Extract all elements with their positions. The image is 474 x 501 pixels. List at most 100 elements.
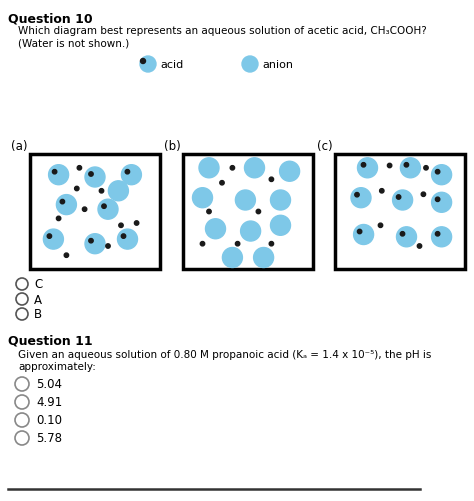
- Circle shape: [118, 229, 137, 249]
- Text: (c): (c): [318, 140, 333, 153]
- Text: Question 10: Question 10: [8, 12, 92, 25]
- Circle shape: [357, 158, 377, 178]
- Circle shape: [56, 195, 76, 215]
- Circle shape: [401, 158, 420, 178]
- Text: 4.91: 4.91: [36, 396, 62, 409]
- Circle shape: [361, 163, 366, 168]
- Circle shape: [82, 207, 87, 212]
- Circle shape: [436, 232, 440, 236]
- Circle shape: [432, 193, 452, 213]
- Text: anion: anion: [262, 60, 293, 70]
- Circle shape: [380, 189, 384, 193]
- Circle shape: [417, 244, 422, 248]
- Text: (b): (b): [164, 140, 181, 153]
- Circle shape: [121, 165, 141, 185]
- Bar: [30, 155, 160, 270]
- Circle shape: [125, 170, 129, 174]
- Circle shape: [85, 234, 105, 254]
- Circle shape: [15, 377, 29, 391]
- Circle shape: [77, 166, 82, 171]
- Circle shape: [245, 158, 264, 178]
- Circle shape: [436, 198, 440, 202]
- Circle shape: [121, 234, 126, 239]
- Circle shape: [222, 248, 242, 268]
- Circle shape: [256, 210, 261, 214]
- Circle shape: [392, 190, 412, 210]
- Circle shape: [241, 221, 261, 241]
- Circle shape: [49, 165, 69, 185]
- Circle shape: [56, 217, 61, 221]
- Circle shape: [99, 189, 104, 193]
- Bar: [335, 155, 465, 270]
- Circle shape: [74, 187, 79, 191]
- Circle shape: [421, 193, 426, 197]
- Circle shape: [357, 230, 362, 234]
- Text: B: B: [34, 308, 42, 321]
- Circle shape: [89, 172, 93, 177]
- Circle shape: [199, 158, 219, 178]
- Circle shape: [401, 232, 405, 236]
- Circle shape: [44, 229, 64, 249]
- Circle shape: [436, 170, 440, 174]
- Circle shape: [119, 223, 123, 228]
- Circle shape: [271, 216, 291, 236]
- Circle shape: [140, 60, 146, 64]
- Text: 5.78: 5.78: [36, 432, 62, 444]
- Circle shape: [280, 162, 300, 182]
- Text: C: C: [34, 278, 42, 291]
- Circle shape: [206, 219, 226, 239]
- Circle shape: [135, 221, 139, 226]
- Text: approximately:: approximately:: [18, 361, 96, 371]
- Circle shape: [396, 227, 417, 247]
- Text: Which diagram best represents an aqueous solution of acetic acid, CH₃COOH?: Which diagram best represents an aqueous…: [18, 26, 427, 36]
- Circle shape: [16, 279, 28, 291]
- Circle shape: [355, 193, 359, 197]
- Text: A: A: [34, 293, 42, 306]
- Circle shape: [15, 395, 29, 409]
- Circle shape: [89, 239, 93, 243]
- Circle shape: [432, 165, 452, 185]
- Text: (Water is not shown.): (Water is not shown.): [18, 38, 129, 48]
- Circle shape: [53, 170, 57, 174]
- Circle shape: [109, 181, 128, 201]
- Circle shape: [64, 254, 69, 258]
- Circle shape: [242, 57, 258, 73]
- Circle shape: [271, 190, 291, 210]
- Circle shape: [236, 242, 240, 246]
- Circle shape: [351, 188, 371, 208]
- Circle shape: [85, 168, 105, 188]
- Circle shape: [432, 227, 452, 247]
- Circle shape: [396, 195, 401, 200]
- Circle shape: [15, 413, 29, 427]
- Circle shape: [269, 178, 273, 182]
- Circle shape: [16, 294, 28, 306]
- Circle shape: [98, 200, 118, 220]
- Bar: [183, 155, 313, 270]
- Text: (a): (a): [11, 140, 28, 153]
- Circle shape: [140, 57, 156, 73]
- Circle shape: [387, 164, 392, 168]
- Circle shape: [378, 223, 383, 228]
- Text: 5.04: 5.04: [36, 378, 62, 391]
- Circle shape: [201, 242, 205, 246]
- Circle shape: [102, 204, 106, 209]
- Circle shape: [424, 166, 428, 171]
- Circle shape: [236, 190, 255, 210]
- Text: acid: acid: [160, 60, 183, 70]
- Circle shape: [220, 181, 224, 185]
- Circle shape: [106, 244, 110, 248]
- Circle shape: [254, 248, 273, 268]
- Circle shape: [60, 200, 64, 204]
- Circle shape: [15, 431, 29, 445]
- Circle shape: [16, 309, 28, 320]
- Circle shape: [47, 234, 52, 239]
- Circle shape: [354, 225, 374, 245]
- Circle shape: [269, 242, 273, 246]
- Text: Question 11: Question 11: [8, 334, 92, 347]
- Circle shape: [192, 188, 212, 208]
- Circle shape: [207, 210, 211, 214]
- Circle shape: [404, 163, 409, 168]
- Circle shape: [230, 166, 235, 171]
- Text: 0.10: 0.10: [36, 414, 62, 427]
- Text: Given an aqueous solution of 0.80 M propanoic acid (Kₐ = 1.4 x 10⁻⁵), the pH is: Given an aqueous solution of 0.80 M prop…: [18, 349, 431, 359]
